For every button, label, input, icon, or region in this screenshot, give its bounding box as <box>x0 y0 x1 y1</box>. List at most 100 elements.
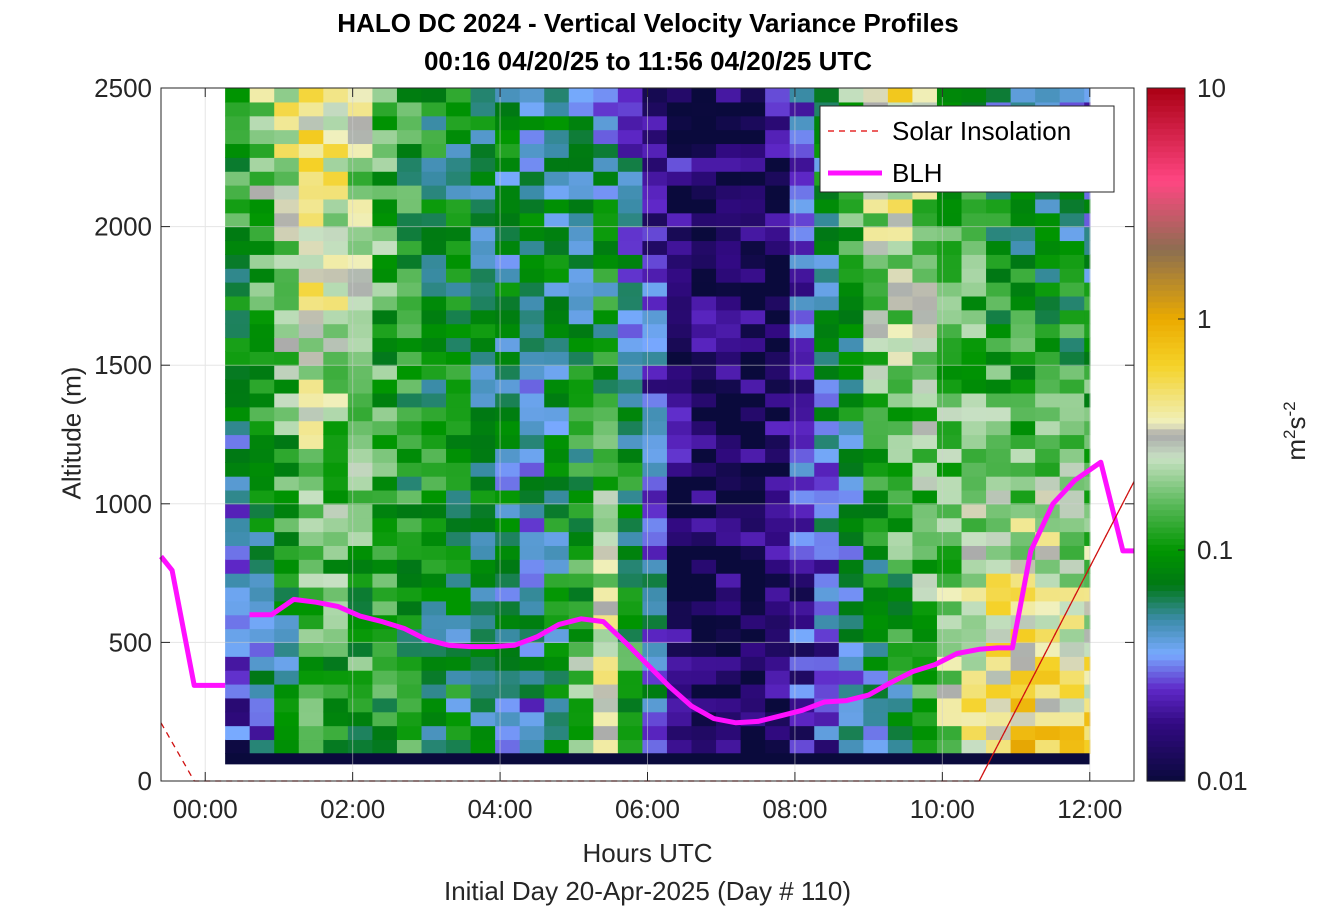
heatmap-cell <box>1035 379 1061 394</box>
colorbar-segment <box>1147 290 1185 297</box>
heatmap-cell <box>765 282 791 297</box>
heatmap-cell <box>323 476 349 491</box>
heatmap-cell <box>986 656 1012 671</box>
heatmap-cell <box>274 337 300 352</box>
heatmap-cell <box>225 642 251 657</box>
heatmap-cell <box>716 143 742 158</box>
colorbar-segment <box>1147 122 1185 130</box>
heatmap-cell <box>789 600 815 616</box>
heatmap-cell <box>1059 309 1085 325</box>
heatmap-cell <box>814 614 840 630</box>
heatmap-cell <box>421 559 447 574</box>
heatmap-cell <box>617 420 644 436</box>
heatmap-cell <box>446 559 472 574</box>
heatmap-cell <box>347 309 374 325</box>
heatmap-cell <box>1035 420 1061 436</box>
heatmap-cell <box>298 420 324 436</box>
heatmap-cell <box>1084 489 1091 505</box>
colorbar-segment <box>1147 515 1185 522</box>
heatmap-cell <box>446 198 472 214</box>
heatmap-cell <box>1084 323 1091 339</box>
heatmap-cell <box>642 531 668 546</box>
colorbar-segment <box>1147 653 1185 661</box>
colorbar-segment <box>1147 151 1185 158</box>
solar-insolation-line <box>160 481 1135 782</box>
heatmap-cell <box>666 462 693 477</box>
heatmap-cell <box>986 614 1012 630</box>
heatmap-cell <box>691 503 717 519</box>
heatmap-cell <box>495 517 521 533</box>
heatmap-cell <box>716 683 742 699</box>
heatmap-cell <box>470 143 496 158</box>
heatmap-cell <box>347 323 374 339</box>
heatmap-cell <box>298 462 324 477</box>
heatmap-cell <box>887 323 914 339</box>
heatmap-cell <box>863 642 889 657</box>
colorbar-segment <box>1147 596 1185 603</box>
heatmap-cell <box>225 323 251 339</box>
heatmap-cell <box>814 559 840 574</box>
heatmap-cell <box>544 739 570 754</box>
heatmap-cell <box>814 379 840 394</box>
heatmap-cell <box>396 337 423 352</box>
heatmap-cell <box>765 198 791 214</box>
heatmap-cell <box>347 420 374 436</box>
colorbar-segment <box>1147 746 1185 753</box>
colorbar-segment <box>1147 463 1185 470</box>
heatmap-cell <box>789 448 815 463</box>
heatmap-cell <box>225 462 251 477</box>
heatmap-cell <box>691 600 717 616</box>
heatmap-cell <box>1084 559 1091 574</box>
heatmap-cell <box>789 614 815 630</box>
heatmap-cell <box>666 115 693 131</box>
heatmap-cell <box>544 379 570 394</box>
heatmap-cell <box>765 212 791 228</box>
heatmap-cell <box>1084 725 1091 741</box>
heatmap-cell <box>863 697 889 713</box>
heatmap-cell <box>249 351 275 366</box>
heatmap-cell <box>274 143 300 158</box>
heatmap-cell <box>912 711 938 727</box>
heatmap-cell <box>961 503 987 519</box>
heatmap-cell <box>789 115 815 131</box>
heatmap-cell <box>1084 212 1091 228</box>
heatmap-cell <box>470 171 496 186</box>
heatmap-cell <box>765 503 791 519</box>
heatmap-cell <box>961 531 987 546</box>
heatmap-cell <box>372 254 398 269</box>
heatmap-cell <box>716 226 742 242</box>
heatmap-cell <box>249 683 275 699</box>
heatmap-cell <box>765 531 791 546</box>
x-tick-label: 00:00 <box>173 794 238 824</box>
heatmap-cell <box>789 434 815 449</box>
heatmap-cell <box>593 351 619 366</box>
heatmap-cell <box>568 129 594 145</box>
heatmap-cell <box>421 101 447 117</box>
heatmap-cell <box>446 406 472 422</box>
heatmap-cell <box>421 697 447 713</box>
heatmap-cell <box>347 392 374 408</box>
heatmap-cell <box>396 185 423 200</box>
heatmap-cell <box>323 295 349 311</box>
heatmap-cell <box>274 600 300 616</box>
heatmap-cell <box>1035 656 1061 671</box>
heatmap-cell <box>912 88 938 103</box>
heatmap-cell <box>838 586 864 602</box>
heatmap-cell <box>347 143 374 158</box>
heatmap-cell <box>936 573 963 588</box>
heatmap-cell <box>716 517 742 533</box>
heatmap-cell <box>1059 268 1085 283</box>
heatmap-cell <box>225 129 251 145</box>
heatmap-cell <box>593 739 619 754</box>
heatmap-cell <box>961 559 987 574</box>
heatmap-cell <box>814 88 840 103</box>
heatmap-cell <box>838 406 864 422</box>
heatmap-cell <box>1035 309 1061 325</box>
heatmap-cell <box>887 212 914 228</box>
heatmap-cell <box>470 392 496 408</box>
heatmap-cell <box>691 115 717 131</box>
heatmap-cell <box>568 670 594 685</box>
heatmap-cell <box>863 392 889 408</box>
heatmap-cell <box>716 573 742 588</box>
